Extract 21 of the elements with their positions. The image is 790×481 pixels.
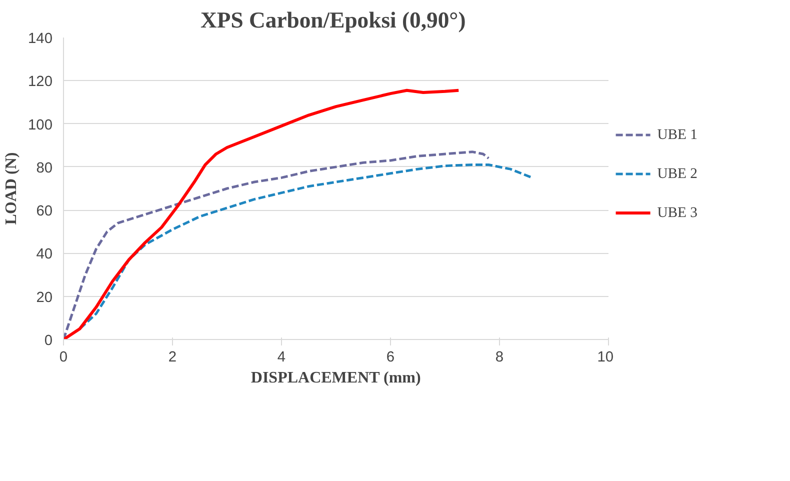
y-tick-label: 40: [36, 246, 53, 263]
x-tick-label: 6: [386, 350, 395, 366]
x-axis-title: DISPLACEMENT (mm): [250, 370, 421, 386]
x-tick-label: 0: [59, 350, 68, 366]
y-tick-label: 80: [36, 160, 53, 176]
x-tick-label: 10: [597, 350, 614, 366]
y-tick-label: 120: [28, 74, 53, 90]
y-axis-title: LOAD (N): [3, 152, 20, 225]
chart-title: XPS Carbon/Epoksi (0,90°): [200, 8, 466, 32]
x-tick-label: 2: [168, 350, 177, 366]
line-series: [64, 88, 460, 340]
x-tick-label: 4: [277, 350, 286, 366]
y-tick-label: 60: [36, 204, 53, 220]
legend-label: UBE 1: [657, 127, 698, 143]
x-tick-label: 8: [495, 350, 504, 366]
y-tick-label: 20: [36, 290, 53, 306]
legend-label: UBE 2: [657, 166, 698, 182]
y-tick-label: 140: [28, 31, 53, 47]
y-tick-label: 100: [28, 117, 53, 134]
y-tick-label: 0: [44, 333, 53, 349]
legend-label: UBE 3: [657, 205, 698, 221]
